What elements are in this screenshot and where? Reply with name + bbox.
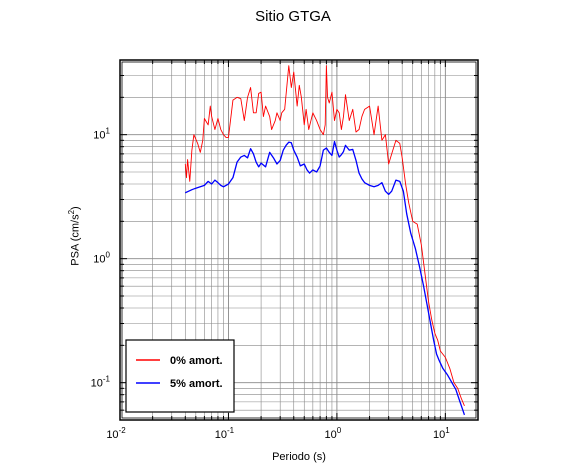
x-tick-label: 10-1 <box>215 426 235 441</box>
y-tick-label: 10-1 <box>91 375 111 390</box>
legend-box <box>125 339 235 413</box>
series-layer <box>184 65 466 416</box>
series-line-1 <box>184 65 465 407</box>
y-axis-label: PSA (cm/s2) <box>67 206 82 266</box>
x-tick-label: 100 <box>325 426 342 441</box>
legend: 0% amort. 5% amort. <box>125 339 235 413</box>
plot-frame-inner <box>121 61 477 419</box>
frame-layer <box>119 59 479 421</box>
x-axis-label: Periodo (s) <box>272 451 326 463</box>
legend-label-1: 0% amort. <box>170 355 223 367</box>
plot-frame <box>119 59 479 421</box>
grid-layer <box>119 59 479 421</box>
tick-layer: 10-2 10-1 100 101 10-1 100 101 <box>91 59 479 441</box>
x-tick-label: 10-2 <box>106 426 126 441</box>
x-tick-label: 101 <box>433 426 450 441</box>
legend-label-2: 5% amort. <box>170 378 223 390</box>
y-tick-label: 100 <box>93 251 110 266</box>
y-tick-label: 101 <box>93 127 110 142</box>
series-line-2 <box>185 140 466 416</box>
chart-title: Sitio GTGA <box>255 8 331 25</box>
